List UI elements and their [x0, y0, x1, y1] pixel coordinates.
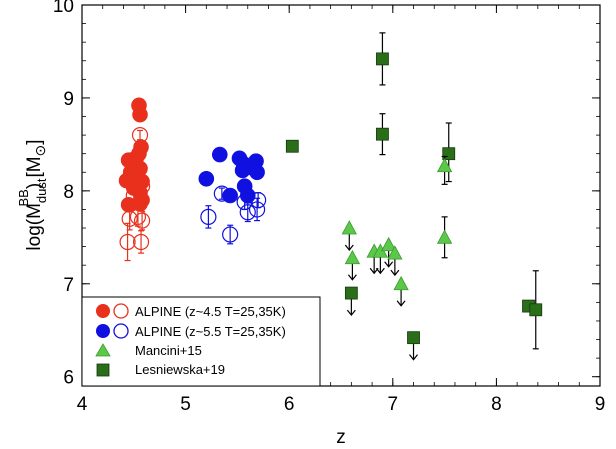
legend-marker-filled	[96, 304, 110, 318]
x-tick-label: 9	[595, 394, 606, 415]
legend-label: ALPINE (z~4.5 T=25,35K)	[135, 304, 286, 319]
legend-label: ALPINE (z~5.5 T=25,35K)	[135, 324, 286, 339]
y-label-end: ]	[24, 139, 45, 144]
x-axis-label: z	[336, 427, 346, 448]
y-tick-label: 10	[53, 0, 74, 17]
upper-limit-arrowhead	[347, 274, 357, 281]
y-label-close: ) [M	[24, 156, 45, 189]
upper-limit-arrowhead	[375, 267, 385, 275]
x-tick-label: 7	[388, 394, 399, 415]
filled-circle-point	[239, 187, 256, 204]
upper-limit-arrowhead	[409, 354, 418, 361]
legend: ALPINE (z~4.5 T=25,35K) ALPINE (z~5.5 T=…	[81, 296, 321, 387]
y-label-sub: dust	[34, 178, 49, 203]
legend-entry-mancini: Mancini+15	[95, 343, 202, 358]
upper-limit-arrowhead	[344, 244, 354, 251]
filled-circle-point	[134, 192, 150, 208]
y-ticks: 6 7 8 9 10	[53, 0, 600, 389]
y-tick-label: 9	[63, 89, 74, 110]
y-axis-label: log(MdustBB) [M⊙]	[16, 139, 49, 250]
x-tick-label: 8	[491, 394, 502, 415]
upper-limit-arrowhead	[369, 267, 379, 275]
triangle-point	[393, 275, 409, 291]
svg-text:log(MdustBB) [M⊙]: log(MdustBB) [M⊙]	[16, 139, 49, 250]
triangle-point	[436, 229, 453, 244]
x-tick-label: 4	[77, 394, 88, 415]
square-point	[529, 303, 543, 317]
open-circle-point	[132, 233, 150, 251]
legend-label: Lesniewska+19	[135, 362, 225, 377]
upper-limit-arrowhead	[390, 269, 400, 277]
y-label-sup: BB	[16, 189, 31, 206]
square-point	[376, 127, 389, 141]
x-ticks: 4 5 6 7 8 9	[77, 5, 606, 415]
plot-area-border	[81, 4, 601, 387]
upper-limit-arrowhead	[396, 300, 406, 307]
square-point	[344, 286, 358, 300]
plot-frame	[81, 4, 601, 387]
filled-circle-point	[249, 164, 265, 181]
y-label-main: log(M	[24, 203, 45, 251]
data-marks	[118, 32, 543, 361]
triangle-point	[341, 220, 357, 235]
open-circle-point	[133, 212, 151, 229]
y-tick-label: 7	[63, 275, 74, 296]
legend-entry-alpine-45: ALPINE (z~4.5 T=25,35K)	[96, 303, 286, 319]
filled-circle-point	[132, 106, 148, 123]
triangle-point	[380, 236, 397, 252]
x-tick-label: 6	[284, 394, 295, 415]
legend-marker-square	[96, 363, 110, 377]
upper-limit-arrowhead	[384, 261, 394, 268]
legend-box	[81, 296, 321, 387]
filled-circle-point	[211, 146, 228, 163]
triangle-point	[436, 157, 453, 173]
legend-label: Mancini+15	[135, 343, 202, 358]
open-circle-point	[239, 204, 256, 221]
y-tick-label: 6	[63, 368, 74, 389]
legend-marker-open	[113, 303, 129, 319]
legend-marker-open	[113, 323, 129, 339]
filled-circle-point	[198, 170, 215, 187]
x-tick-label: 5	[180, 394, 191, 415]
legend-entry-lesniewska: Lesniewska+19	[96, 362, 225, 377]
y-label-sun: ⊙	[32, 145, 48, 157]
open-circle-point	[248, 201, 266, 218]
open-circle-point	[119, 233, 136, 251]
legend-marker-triangle	[95, 343, 111, 357]
square-point	[285, 139, 299, 153]
open-circle-point	[200, 208, 217, 225]
legend-marker-filled	[96, 324, 110, 338]
triangle-point	[387, 245, 403, 260]
filled-circle-point	[222, 187, 238, 204]
square-point	[376, 52, 389, 66]
triangle-point	[344, 249, 361, 265]
square-point	[407, 331, 420, 345]
upper-limit-arrowhead	[346, 309, 356, 317]
legend-entry-alpine-55: ALPINE (z~5.5 T=25,35K)	[96, 323, 286, 339]
open-circle-point	[222, 226, 239, 243]
y-tick-label: 8	[63, 182, 74, 203]
